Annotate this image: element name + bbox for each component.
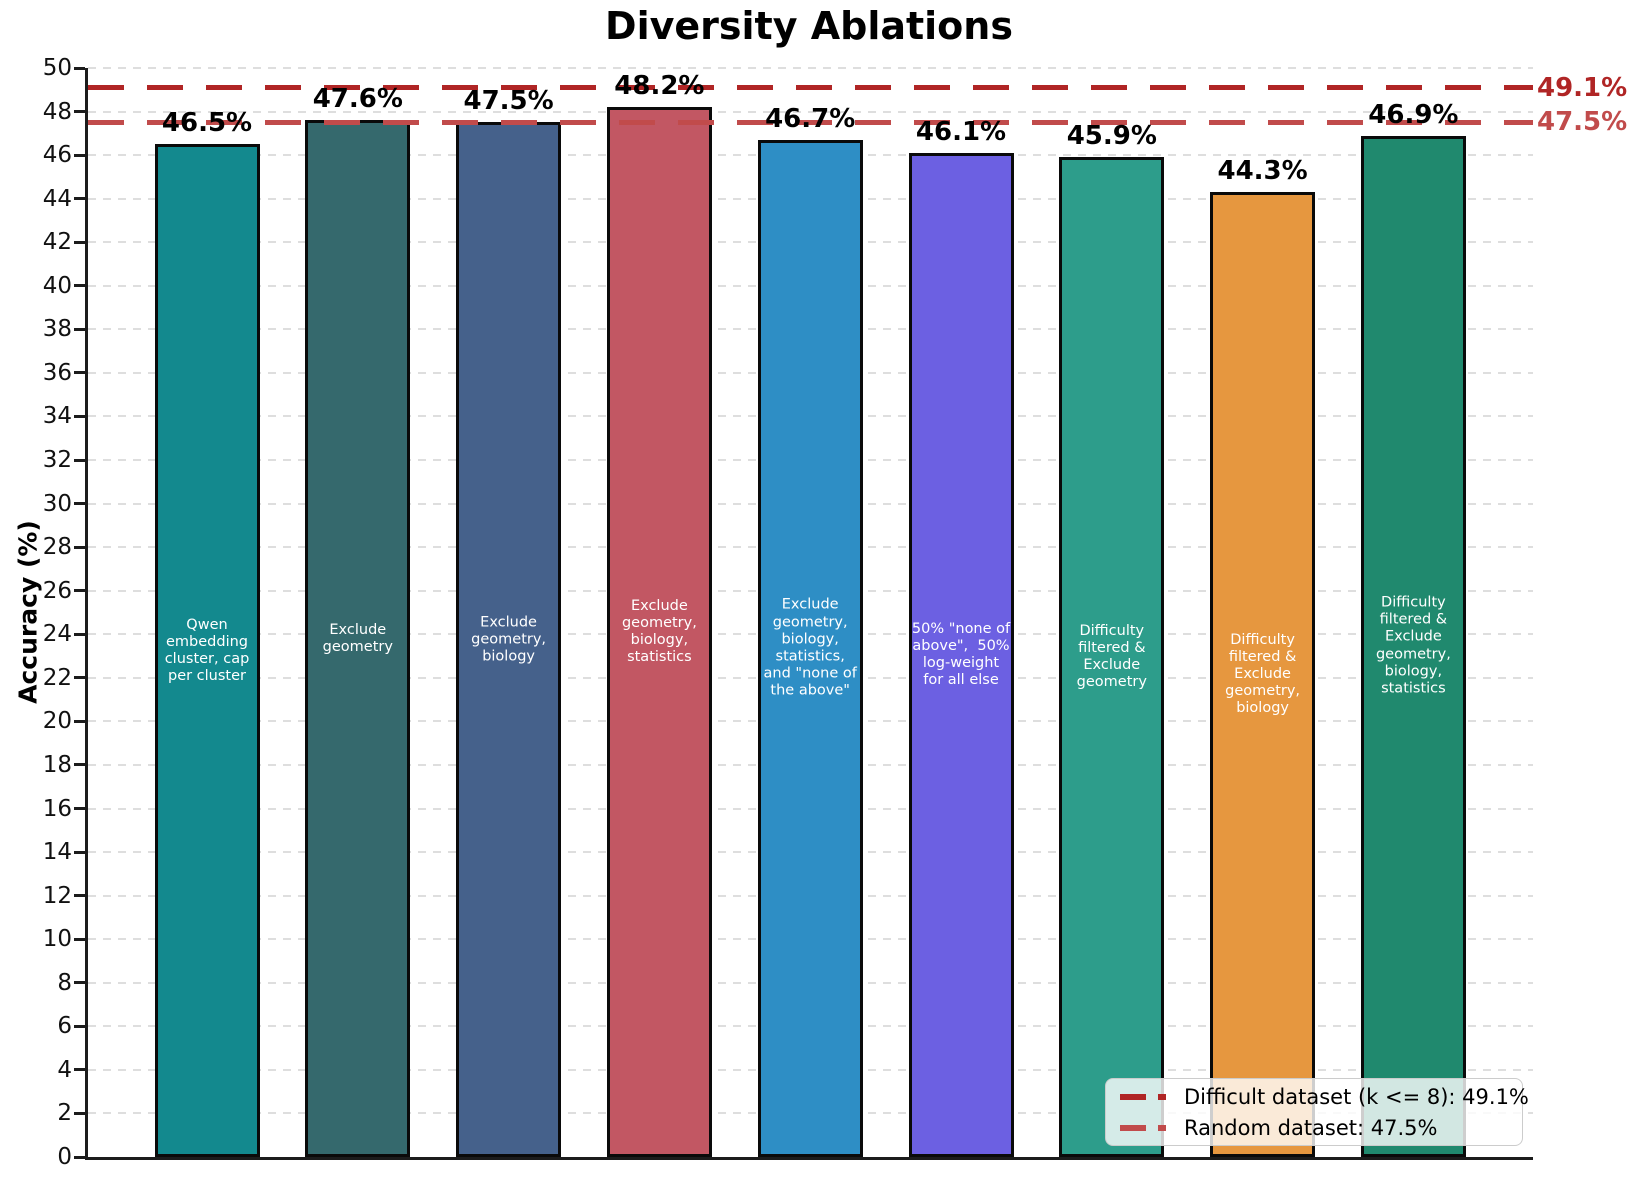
bar-category-label: Exclude geometry, biology, statistics, a… [763, 597, 857, 699]
bar-category-label: Difficulty filtered & Exclude geometry [1076, 622, 1147, 691]
legend-dash-sample [1120, 1124, 1168, 1131]
reference-line-annotation: 47.5% [1537, 107, 1628, 138]
y-tick-mark [74, 110, 85, 114]
reference-line-annotation: 49.1% [1537, 72, 1628, 103]
bar [606, 107, 712, 1157]
y-tick-label: 32 [42, 447, 72, 474]
bar-value-label: 44.3% [1217, 156, 1308, 187]
plot-area: Qwen embedding cluster, cap per cluster 4… [85, 67, 1533, 1160]
bar [1210, 192, 1316, 1157]
y-tick-label: 8 [57, 969, 72, 996]
y-tick-mark [74, 632, 85, 636]
y-tick-label: 0 [57, 1144, 72, 1170]
y-tick-mark [74, 545, 85, 549]
bar-category-label: Exclude geometry, biology [471, 614, 547, 665]
y-tick-mark [74, 589, 85, 593]
y-tick-label: 34 [42, 403, 72, 430]
bar [757, 139, 863, 1157]
y-tick-mark [74, 894, 85, 898]
y-tick-label: 22 [42, 664, 72, 691]
y-tick-mark [74, 327, 85, 331]
gridline [88, 110, 1533, 113]
y-tick-mark [74, 850, 85, 854]
y-tick-label: 16 [42, 795, 72, 822]
bar-category-label: Difficulty filtered & Exclude geometry, … [1375, 594, 1451, 697]
reference-line [88, 85, 1533, 91]
bar-value-label: 46.7% [765, 103, 856, 134]
y-tick-label: 38 [42, 316, 72, 343]
y-tick-mark [74, 153, 85, 157]
y-tick-label: 6 [57, 1013, 72, 1040]
y-tick-mark [74, 414, 85, 418]
y-tick-mark [74, 197, 85, 201]
y-tick-mark [74, 240, 85, 244]
y-tick-mark [74, 937, 85, 941]
bar-value-label: 47.6% [312, 84, 403, 115]
y-tick-label: 30 [42, 490, 72, 517]
legend-item-label: Random dataset: 47.5% [1184, 1115, 1438, 1140]
bar-category-label: Exclude geometry, biology, statistics [621, 597, 697, 666]
y-tick-mark [74, 502, 85, 506]
y-tick-mark [74, 371, 85, 375]
y-tick-label: 26 [42, 577, 72, 604]
bar [908, 152, 1014, 1157]
bar [305, 120, 411, 1157]
y-tick-label: 2 [57, 1100, 72, 1127]
bar [456, 122, 562, 1157]
y-tick-label: 50 [42, 55, 72, 81]
bar-value-label: 46.1% [915, 116, 1007, 147]
y-tick-mark [74, 763, 85, 767]
legend: Difficult dataset (k <= 8): 49.1% Random … [1105, 1078, 1529, 1146]
gridline [88, 67, 1533, 69]
y-tick-mark [74, 981, 85, 985]
legend-item-label: Difficult dataset (k <= 8): 49.1% [1184, 1084, 1529, 1109]
y-tick-label: 42 [42, 229, 72, 256]
y-tick-mark [74, 1155, 85, 1159]
y-tick-label: 44 [42, 185, 72, 212]
bar-value-label: 46.5% [161, 108, 253, 139]
reference-line [88, 119, 1533, 125]
y-tick-mark [74, 1024, 85, 1028]
bar [1059, 157, 1165, 1157]
y-tick-mark [74, 284, 85, 288]
y-tick-mark [74, 719, 85, 723]
y-tick-mark [74, 66, 85, 70]
bar-value-label: 45.9% [1066, 121, 1157, 152]
y-tick-label: 28 [42, 534, 72, 561]
y-tick-mark [74, 458, 85, 462]
y-tick-label: 46 [42, 142, 72, 169]
y-tick-mark [74, 1111, 85, 1115]
y-tick-mark [74, 807, 85, 811]
y-tick-mark [74, 1068, 85, 1072]
y-tick-mark [74, 676, 85, 680]
y-tick-label: 36 [42, 359, 72, 386]
y-tick-label: 40 [42, 272, 72, 299]
y-tick-label: 12 [42, 882, 72, 909]
y-tick-label: 48 [42, 98, 72, 125]
bar-category-label: 50% "none of above", 50% log-weight for … [911, 620, 1011, 689]
y-tick-label: 10 [42, 926, 72, 953]
bar-category-label: Qwen embedding cluster, cap per cluster [164, 616, 250, 684]
bar-value-label: 47.5% [463, 86, 554, 117]
bar-category-label: Exclude geometry [322, 621, 393, 655]
y-tick-label: 18 [42, 751, 72, 778]
y-tick-label: 4 [57, 1056, 72, 1083]
y-tick-label: 14 [42, 839, 72, 866]
bar-category-label: Difficulty filtered & Exclude geometry, … [1225, 631, 1301, 717]
bar [154, 144, 260, 1157]
bar-value-label: 48.2% [614, 71, 705, 102]
bar [1360, 135, 1466, 1157]
legend-row: Difficult dataset (k <= 8): 49.1% [1106, 1081, 1529, 1112]
y-tick-label: 20 [42, 708, 72, 735]
y-tick-label: 24 [42, 621, 72, 648]
bar-value-label: 46.9% [1368, 99, 1459, 130]
legend-row: Random dataset: 47.5% [1106, 1112, 1522, 1143]
legend-dash-sample [1120, 1093, 1168, 1100]
chart-title: Diversity Ablations [605, 4, 1013, 48]
